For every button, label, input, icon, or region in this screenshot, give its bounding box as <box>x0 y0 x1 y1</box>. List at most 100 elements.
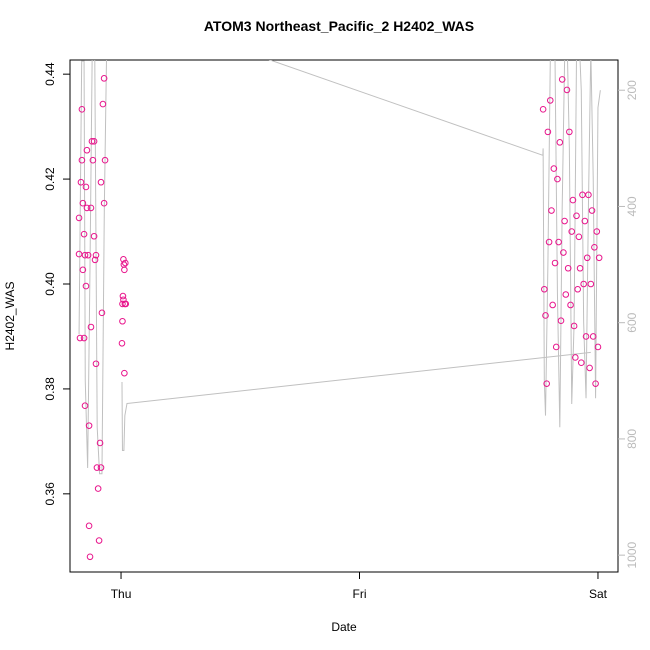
data-point <box>549 301 556 309</box>
data-point <box>560 249 567 256</box>
data-point <box>83 146 91 154</box>
data-point <box>548 207 555 214</box>
y-tick-label: 0.40 <box>43 272 57 296</box>
data-point <box>98 309 106 317</box>
data-point <box>93 464 101 471</box>
data-point <box>563 86 571 94</box>
data-point <box>88 138 96 145</box>
y-tick-label: 0.42 <box>43 167 57 191</box>
data-point <box>588 207 596 214</box>
x-tick-label: Fri <box>353 587 367 601</box>
data-point <box>550 165 558 172</box>
data-point <box>545 238 553 246</box>
data-point <box>582 333 590 340</box>
data-point <box>81 251 89 259</box>
data-point <box>95 537 103 544</box>
data-point <box>552 343 560 351</box>
data-point <box>539 106 547 113</box>
chart-title: ATOM3 Northeast_Pacific_2 H2402_WAS <box>204 18 474 34</box>
data-point <box>101 156 109 164</box>
data-point <box>84 251 92 259</box>
data-point <box>118 339 126 347</box>
data-point <box>574 285 581 293</box>
data-point <box>572 354 579 361</box>
data-point <box>119 300 126 308</box>
data-point <box>87 323 95 331</box>
data-point <box>573 212 580 220</box>
data-point <box>122 300 130 308</box>
data-point <box>119 317 126 325</box>
data-point <box>569 196 577 204</box>
y-tick-label: 0.44 <box>43 62 57 86</box>
data-point <box>85 522 93 530</box>
x-tick-label: Sat <box>589 587 608 601</box>
y2-tick-label: 600 <box>625 312 639 332</box>
data-point <box>92 251 100 259</box>
y2-tick-label: 200 <box>625 80 639 100</box>
y-axis-label: H2402_WAS <box>3 282 17 351</box>
data-point <box>566 128 573 136</box>
data-point <box>79 199 87 207</box>
data-point <box>92 360 100 368</box>
data-point <box>96 439 104 447</box>
data-point <box>580 280 587 288</box>
data-point <box>542 312 549 319</box>
data-point <box>585 191 592 199</box>
data-point <box>546 97 554 104</box>
data-point <box>568 228 576 235</box>
plot-area <box>75 60 603 561</box>
data-point <box>76 334 84 342</box>
data-point <box>562 291 570 298</box>
data-point <box>592 380 599 387</box>
x-tick-label: Thu <box>111 587 132 601</box>
data-point <box>78 156 86 164</box>
data-point <box>570 322 578 330</box>
y2-tick-label: 400 <box>625 196 639 216</box>
data-point <box>558 76 566 83</box>
data-point <box>594 343 602 351</box>
y2-tick-label: 1000 <box>625 541 639 568</box>
data-point <box>564 264 572 272</box>
y-tick-label: 0.38 <box>43 377 57 401</box>
data-point <box>94 485 102 492</box>
data-point <box>586 364 593 372</box>
data-point <box>97 178 105 186</box>
data-point <box>80 230 88 238</box>
data-point <box>576 264 584 272</box>
data-point <box>555 238 562 246</box>
data-point <box>567 301 574 309</box>
data-point <box>82 282 90 290</box>
data-point <box>541 285 548 293</box>
data-point <box>591 243 598 251</box>
data-line <box>78 60 601 475</box>
data-point <box>91 256 99 264</box>
data-point <box>583 254 591 262</box>
data-point <box>81 402 89 410</box>
y-tick-label: 0.36 <box>43 482 57 506</box>
data-point <box>86 553 94 561</box>
data-point <box>581 217 589 225</box>
data-point <box>90 138 98 145</box>
data-point <box>121 369 128 377</box>
data-point <box>77 178 85 186</box>
data-point <box>85 422 93 429</box>
y2-tick-label: 800 <box>625 429 639 449</box>
data-point <box>122 259 129 267</box>
data-point <box>89 156 97 164</box>
data-point <box>80 334 88 342</box>
data-point <box>83 204 91 212</box>
data-point <box>544 128 552 136</box>
data-point <box>90 232 98 240</box>
data-point <box>121 266 128 274</box>
data-point <box>587 280 595 288</box>
x-axis-label: Date <box>331 620 357 634</box>
data-point <box>577 359 585 366</box>
data-point <box>99 100 107 108</box>
data-point <box>119 292 127 300</box>
data-point <box>78 106 86 113</box>
data-point <box>561 217 568 225</box>
data-point <box>100 75 108 82</box>
data-point <box>557 317 565 325</box>
data-point <box>87 204 95 212</box>
